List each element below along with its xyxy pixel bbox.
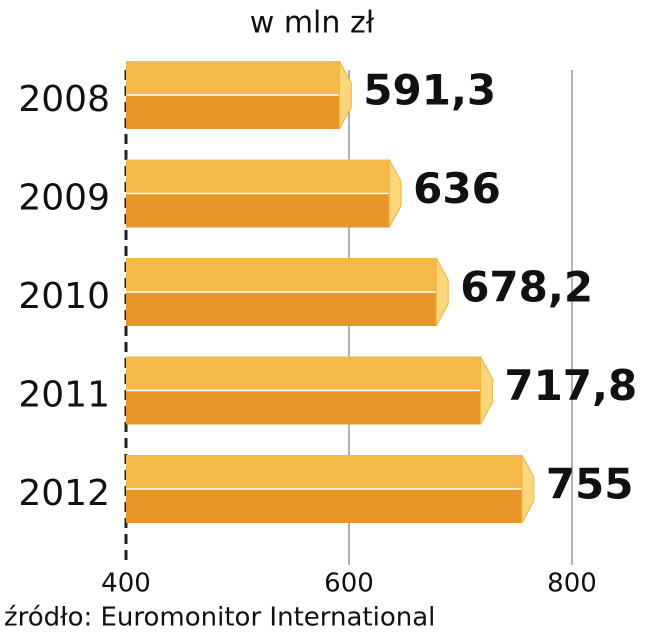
- bar-highlight: [126, 159, 390, 194]
- chart-title: w mln zł: [250, 6, 375, 41]
- x-tick-label: 800: [547, 569, 597, 599]
- y-tick-label: 2012: [18, 473, 110, 514]
- bar-cap: [479, 356, 493, 425]
- bar-highlight: [126, 356, 481, 391]
- bar-cap: [521, 454, 535, 524]
- bar-highlight: [126, 61, 340, 95]
- bar-highlight: [126, 258, 437, 292]
- value-label: 755: [546, 460, 634, 509]
- value-label: 717,8: [504, 361, 637, 410]
- y-tick-label: 2010: [18, 276, 110, 317]
- bar-cap: [388, 159, 402, 228]
- value-label: 591,3: [363, 66, 496, 115]
- source-note: źródło: Euromonitor International: [4, 603, 435, 633]
- value-label: 636: [413, 164, 501, 213]
- value-label: 678,2: [460, 263, 593, 312]
- y-tick-label: 2008: [18, 79, 110, 120]
- y-tick-label: 2009: [18, 178, 110, 219]
- x-tick-label: 400: [101, 569, 151, 599]
- bar-highlight: [126, 455, 522, 489]
- y-tick-label: 2011: [18, 375, 110, 416]
- bar-cap: [435, 257, 449, 327]
- bar-cap: [338, 60, 352, 130]
- x-tick-label: 600: [324, 569, 374, 599]
